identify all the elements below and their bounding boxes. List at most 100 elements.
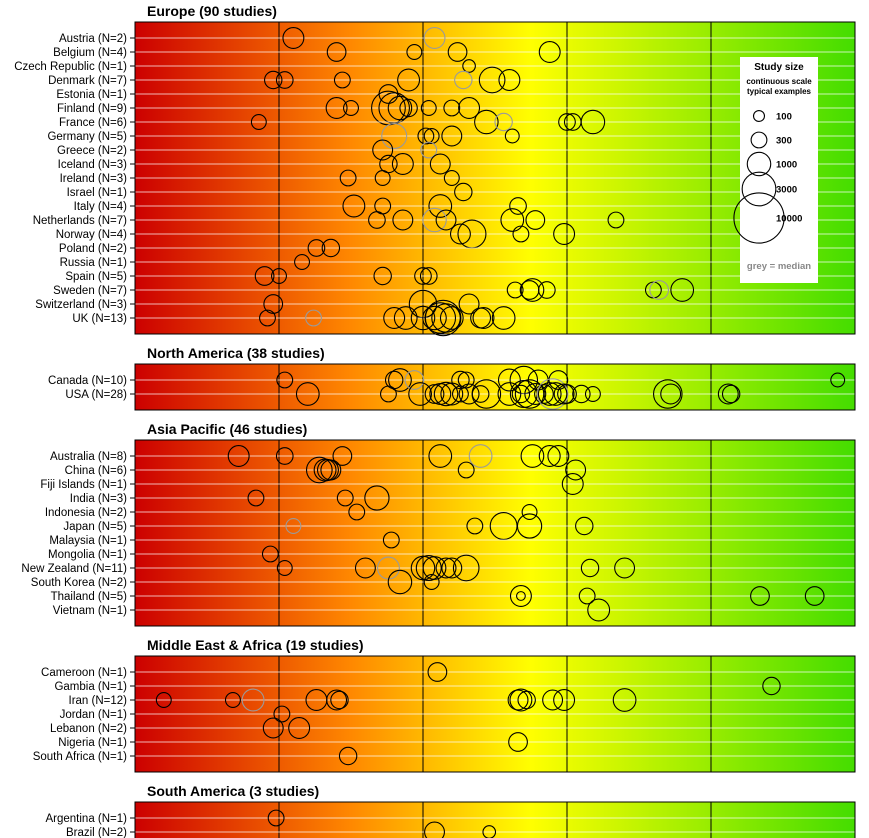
row-label: Belgium (N=4)	[53, 47, 127, 59]
study-marker	[507, 689, 529, 711]
row-label: Greece (N=2)	[57, 145, 127, 157]
study-marker	[406, 44, 423, 60]
study-marker	[458, 97, 481, 119]
study-marker	[653, 379, 683, 409]
study-marker	[612, 688, 637, 712]
legend-example-marker	[750, 131, 768, 149]
panel-title: South America (3 studies)	[147, 783, 319, 799]
study-marker	[578, 587, 596, 605]
panel-frame	[134, 439, 856, 627]
study-marker	[504, 128, 520, 144]
row-label: Ireland (N=3)	[60, 173, 128, 185]
study-marker	[415, 554, 442, 582]
study-marker	[276, 371, 294, 389]
row-label: USA (N=28)	[65, 389, 127, 401]
study-marker	[424, 821, 445, 838]
row-label: Norway (N=4)	[56, 229, 127, 241]
study-marker	[423, 128, 440, 144]
study-marker	[288, 717, 311, 739]
study-marker	[561, 473, 584, 495]
study-marker	[326, 42, 347, 62]
row-label: UK (N=13)	[72, 313, 127, 325]
study-marker	[275, 71, 294, 89]
study-marker	[393, 306, 418, 330]
study-marker	[330, 690, 349, 710]
median-marker	[536, 378, 569, 410]
study-marker	[354, 557, 376, 579]
median-marker	[420, 141, 438, 159]
panel-frame	[134, 655, 856, 773]
panel-frame	[134, 21, 856, 335]
study-marker	[580, 558, 600, 578]
study-marker	[670, 278, 695, 302]
median-marker	[241, 688, 265, 712]
study-marker	[498, 69, 521, 91]
study-marker	[441, 125, 463, 147]
row-label: Nigeria (N=1)	[58, 737, 127, 749]
study-marker	[537, 281, 556, 299]
row-label: Iceland (N=3)	[58, 159, 128, 171]
panel-frame	[134, 801, 856, 838]
panel-1: North America (38 studies) Canada (N=10) U…	[48, 345, 856, 411]
study-marker	[408, 382, 432, 406]
study-marker	[387, 95, 413, 121]
row-label: Mongolia (N=1)	[48, 549, 127, 561]
study-marker	[462, 59, 476, 73]
study-marker	[547, 445, 570, 467]
row-label: Australia (N=8)	[50, 451, 127, 463]
legend-example-marker	[741, 171, 777, 207]
study-marker	[273, 705, 291, 723]
study-marker	[553, 223, 576, 245]
study-marker	[433, 381, 459, 407]
study-marker	[368, 211, 386, 229]
legend-example-label: 10000	[776, 214, 802, 225]
study-marker	[305, 456, 333, 484]
row-label: Brazil (N=2)	[66, 827, 127, 838]
median-marker	[423, 27, 446, 49]
study-marker	[457, 461, 475, 479]
row-label: India (N=3)	[70, 493, 127, 505]
legend-subtitle: continuous scale	[746, 77, 812, 86]
study-marker	[428, 194, 453, 218]
study-marker	[558, 113, 576, 131]
row-label: South Korea (N=2)	[31, 577, 127, 589]
study-marker	[382, 531, 400, 549]
study-marker	[474, 109, 499, 135]
row-label: Italy (N=4)	[74, 201, 128, 213]
median-marker	[285, 518, 302, 534]
study-marker	[262, 717, 284, 739]
median-marker	[649, 280, 670, 300]
study-marker	[373, 266, 392, 286]
study-marker	[267, 809, 285, 827]
row-label: Argentina (N=1)	[46, 813, 128, 825]
study-marker	[458, 293, 480, 315]
study-marker	[250, 114, 267, 130]
row-label: Malaysia (N=1)	[49, 535, 127, 547]
study-marker	[261, 545, 279, 563]
row-label: Canada (N=10)	[48, 375, 127, 387]
study-marker	[383, 307, 406, 329]
legend-example-label: 300	[776, 136, 792, 147]
row-label: Estonia (N=1)	[56, 89, 127, 101]
study-marker	[572, 384, 591, 404]
row-label: Jordan (N=1)	[60, 709, 128, 721]
row-label: Poland (N=2)	[59, 243, 127, 255]
study-marker	[830, 372, 846, 388]
study-marker	[224, 692, 241, 708]
study-marker	[307, 239, 326, 257]
row-label: China (N=6)	[65, 465, 127, 477]
study-marker	[521, 504, 538, 520]
legend-example-label: 3000	[776, 185, 797, 196]
study-marker	[259, 309, 276, 327]
study-marker	[452, 385, 469, 403]
row-label: Finland (N=9)	[57, 103, 127, 115]
study-marker	[447, 42, 468, 62]
study-marker	[399, 98, 418, 118]
panel-background	[135, 440, 855, 626]
row-label: Gambia (N=1)	[54, 681, 127, 693]
study-marker	[511, 384, 531, 404]
study-marker	[443, 170, 460, 186]
study-marker	[254, 266, 275, 286]
study-marker	[336, 489, 354, 507]
study-marker	[380, 385, 397, 403]
